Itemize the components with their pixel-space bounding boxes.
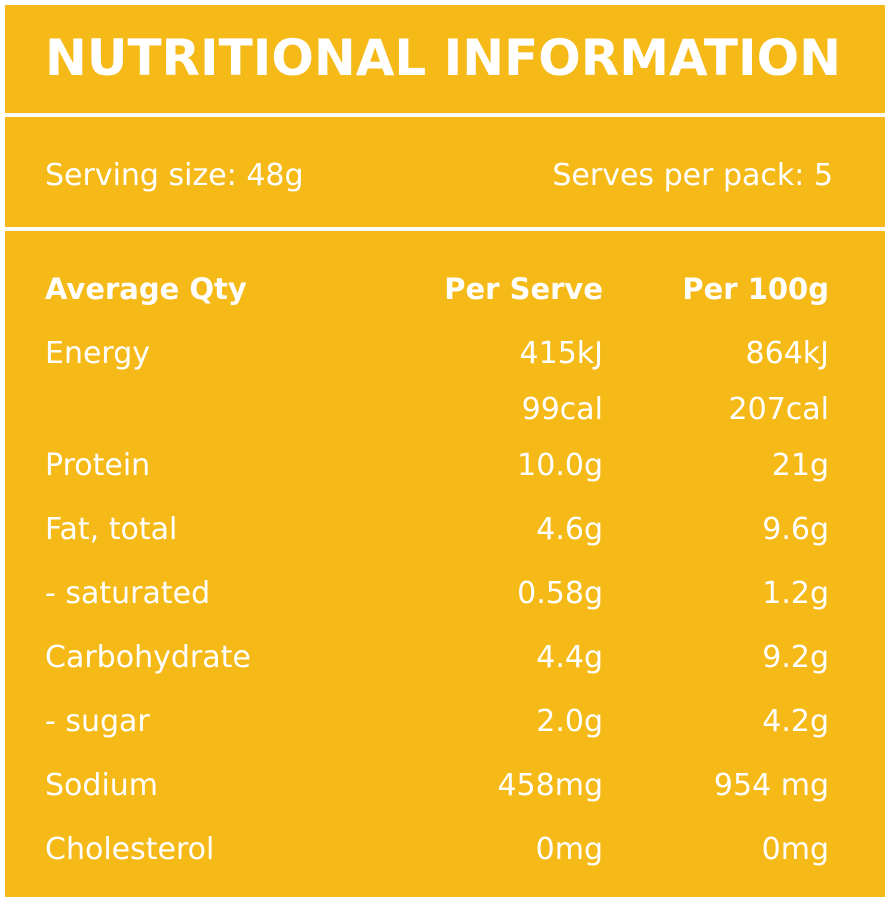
nutrient-name: Cholesterol [45,832,215,867]
header-average-qty: Average Qty [45,272,247,306]
serving-info: Serving size: 48g Serves per pack: 5 [5,117,885,231]
table-row: - sugar 2.0g 4.2g [5,707,885,757]
per-serve-value: 0mg [535,832,603,867]
per-100g-value: 1.2g [762,576,829,611]
per-serve-value: 99cal [521,392,603,427]
nutrient-name: Sodium [45,768,159,803]
header-per-100g: Per 100g [682,272,829,306]
serving-size: Serving size: 48g [45,158,304,193]
per-100g-value: 9.6g [762,512,829,547]
per-serve-value: 415kJ [519,336,603,371]
table-row: Carbohydrate 4.4g 9.2g [5,643,885,693]
per-100g-value: 207cal [728,392,829,427]
nutrient-name: - saturated [45,576,211,611]
per-100g-value: 954 mg [713,768,829,803]
nutrient-name: Energy [45,336,151,371]
panel-title: NUTRITIONAL INFORMATION [45,29,841,87]
table-row: Energy 415kJ 864kJ [5,339,885,389]
per-100g-value: 4.2g [762,704,829,739]
table-header: Average Qty Per Serve Per 100g [5,275,885,325]
nutrient-name: Carbohydrate [45,640,251,675]
per-serve-value: 4.6g [536,512,603,547]
per-100g-value: 9.2g [762,640,829,675]
per-100g-value: 864kJ [745,336,829,371]
per-100g-value: 0mg [761,832,829,867]
per-serve-value: 10.0g [517,448,603,483]
per-serve-value: 4.4g [536,640,603,675]
nutrient-name: Fat, total [45,512,178,547]
per-serve-value: 458mg [497,768,603,803]
title-bar: NUTRITIONAL INFORMATION [5,5,885,117]
per-serve-value: 0.58g [517,576,603,611]
per-100g-value: 21g [771,448,829,483]
table-row: - saturated 0.58g 1.2g [5,579,885,629]
table-row: Sodium 458mg 954 mg [5,771,885,821]
nutrient-name: Protein [45,448,151,483]
header-per-serve: Per Serve [444,272,603,306]
per-serve-value: 2.0g [536,704,603,739]
table-row: 99cal 207cal [5,395,885,445]
table-row: Protein 10.0g 21g [5,451,885,501]
serves-per-pack: Serves per pack: 5 [552,158,833,193]
table-row: Fat, total 4.6g 9.6g [5,515,885,565]
table-row: Cholesterol 0mg 0mg [5,835,885,885]
nutrient-name: - sugar [45,704,150,739]
